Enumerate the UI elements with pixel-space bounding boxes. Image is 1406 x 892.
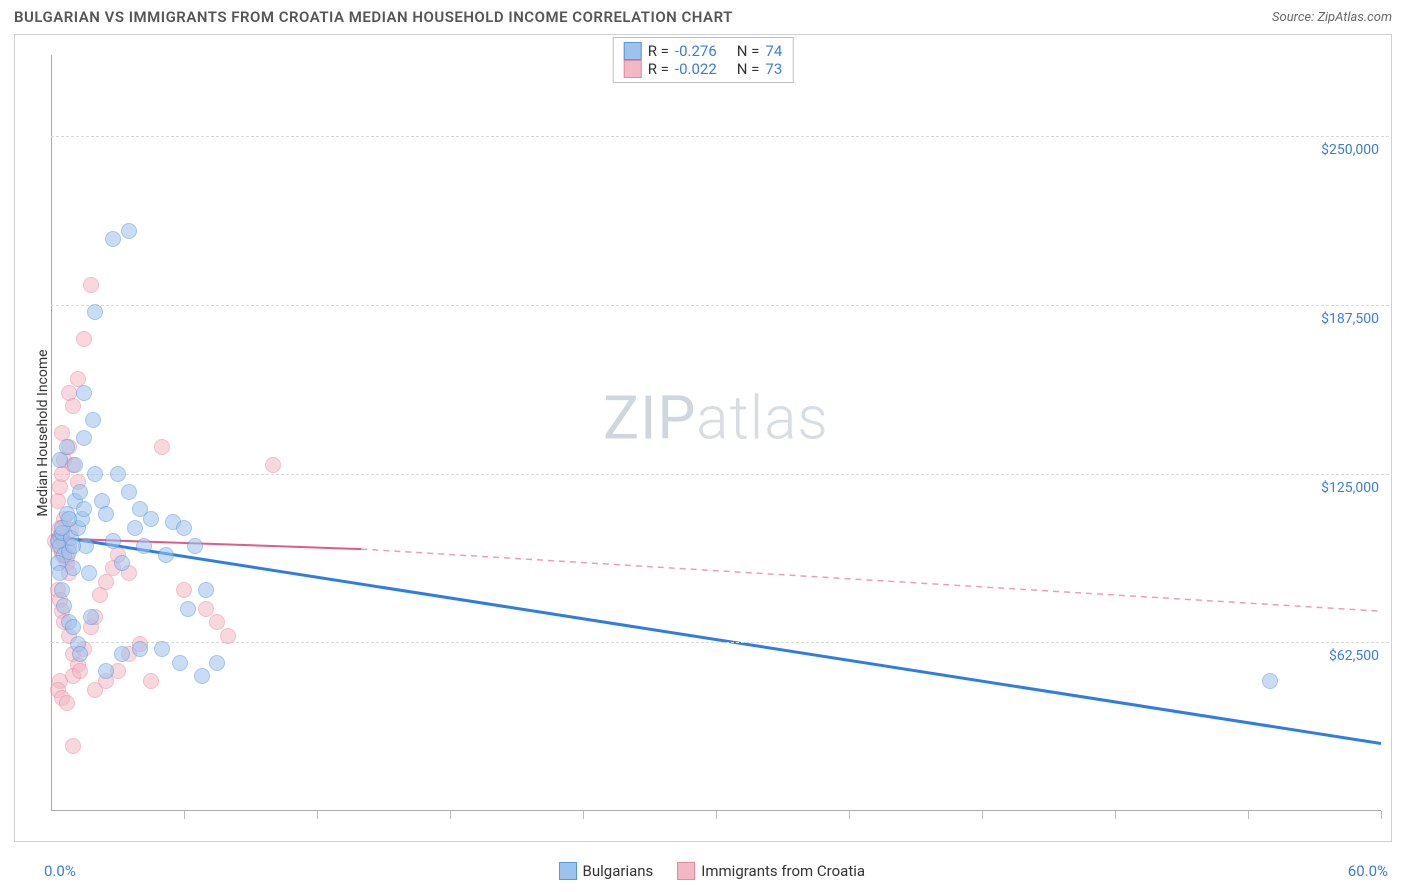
x-tick — [450, 811, 451, 819]
point-blue — [127, 520, 143, 536]
swatch-blue — [624, 42, 642, 60]
point-blue — [105, 231, 121, 247]
point-blue — [76, 385, 92, 401]
point-blue — [114, 646, 130, 662]
point-blue — [56, 598, 72, 614]
trend-lines — [51, 55, 1381, 811]
point-pink — [83, 277, 99, 293]
chart-title: BULGARIAN VS IMMIGRANTS FROM CROATIA MED… — [14, 8, 733, 26]
point-blue — [76, 430, 92, 446]
chart-source: Source: ZipAtlas.com — [1272, 10, 1392, 25]
point-blue — [172, 655, 188, 671]
point-blue — [76, 501, 92, 517]
point-blue — [132, 641, 148, 657]
point-pink — [265, 457, 281, 473]
point-pink — [72, 663, 88, 679]
x-tick — [317, 811, 318, 819]
point-blue — [98, 506, 114, 522]
y-tick-label: $187,500 — [1321, 311, 1379, 327]
gridline — [51, 642, 1389, 643]
stats-row-blue: R = -0.276 N = 74 — [624, 42, 783, 60]
point-blue — [136, 538, 152, 554]
point-blue — [154, 641, 170, 657]
point-blue — [121, 484, 137, 500]
point-blue — [67, 457, 83, 473]
x-tick — [583, 811, 584, 819]
point-blue — [72, 484, 88, 500]
gridline — [51, 136, 1389, 137]
point-blue — [158, 547, 174, 563]
x-tick — [184, 811, 185, 819]
point-pink — [176, 582, 192, 598]
point-pink — [154, 439, 170, 455]
x-axis-bar: 0.0% Bulgarians Immigrants from Croatia … — [14, 862, 1392, 880]
point-blue — [61, 511, 77, 527]
x-tick — [1248, 811, 1249, 819]
point-blue — [54, 582, 70, 598]
gridline — [51, 474, 1389, 475]
legend-pink: Immigrants from Croatia — [677, 862, 865, 880]
point-blue — [98, 663, 114, 679]
legend-swatch-pink — [677, 862, 695, 880]
point-blue — [121, 223, 137, 239]
chart-container: Median Household Income ZIPatlas $62,500… — [14, 34, 1392, 842]
point-blue — [187, 538, 203, 554]
point-pink — [198, 601, 214, 617]
point-blue — [198, 582, 214, 598]
gridline — [51, 305, 1389, 306]
watermark: ZIPatlas — [603, 382, 829, 453]
point-blue — [1262, 673, 1278, 689]
point-blue — [52, 565, 68, 581]
x-tick — [1115, 811, 1116, 819]
x-axis-min-label: 0.0% — [44, 862, 76, 880]
x-tick — [982, 811, 983, 819]
chart-header: BULGARIAN VS IMMIGRANTS FROM CROATIA MED… — [0, 0, 1406, 30]
point-pink — [65, 398, 81, 414]
stats-row-pink: R = -0.022 N = 73 — [624, 60, 783, 78]
point-blue — [105, 533, 121, 549]
point-blue — [143, 511, 159, 527]
legend-blue: Bulgarians — [559, 862, 654, 880]
point-blue — [65, 538, 81, 554]
point-blue — [83, 609, 99, 625]
point-blue — [72, 646, 88, 662]
x-tick — [716, 811, 717, 819]
point-blue — [59, 439, 75, 455]
x-axis-max-label: 60.0% — [1348, 862, 1388, 880]
point-blue — [209, 655, 225, 671]
point-pink — [59, 695, 75, 711]
point-blue — [87, 466, 103, 482]
point-pink — [76, 331, 92, 347]
y-tick-label: $125,000 — [1321, 480, 1379, 496]
point-blue — [110, 466, 126, 482]
point-pink — [65, 738, 81, 754]
series-legend: Bulgarians Immigrants from Croatia — [76, 862, 1348, 880]
stats-legend-box: R = -0.276 N = 74 R = -0.022 N = 73 — [613, 37, 794, 83]
point-pink — [209, 614, 225, 630]
point-pink — [143, 673, 159, 689]
y-tick-label: $250,000 — [1321, 142, 1379, 158]
y-axis-label: Median Household Income — [35, 349, 51, 516]
plot-area: Median Household Income ZIPatlas $62,500… — [51, 55, 1381, 811]
point-blue — [81, 565, 97, 581]
point-blue — [176, 520, 192, 536]
legend-swatch-blue — [559, 862, 577, 880]
y-tick-label: $62,500 — [1329, 648, 1379, 664]
swatch-pink — [624, 60, 642, 78]
point-blue — [87, 304, 103, 320]
y-axis — [51, 55, 52, 811]
point-blue — [180, 601, 196, 617]
point-blue — [194, 668, 210, 684]
point-blue — [65, 619, 81, 635]
point-pink — [220, 628, 236, 644]
point-blue — [85, 412, 101, 428]
x-tick — [849, 811, 850, 819]
x-tick — [1381, 811, 1382, 819]
point-blue — [114, 555, 130, 571]
